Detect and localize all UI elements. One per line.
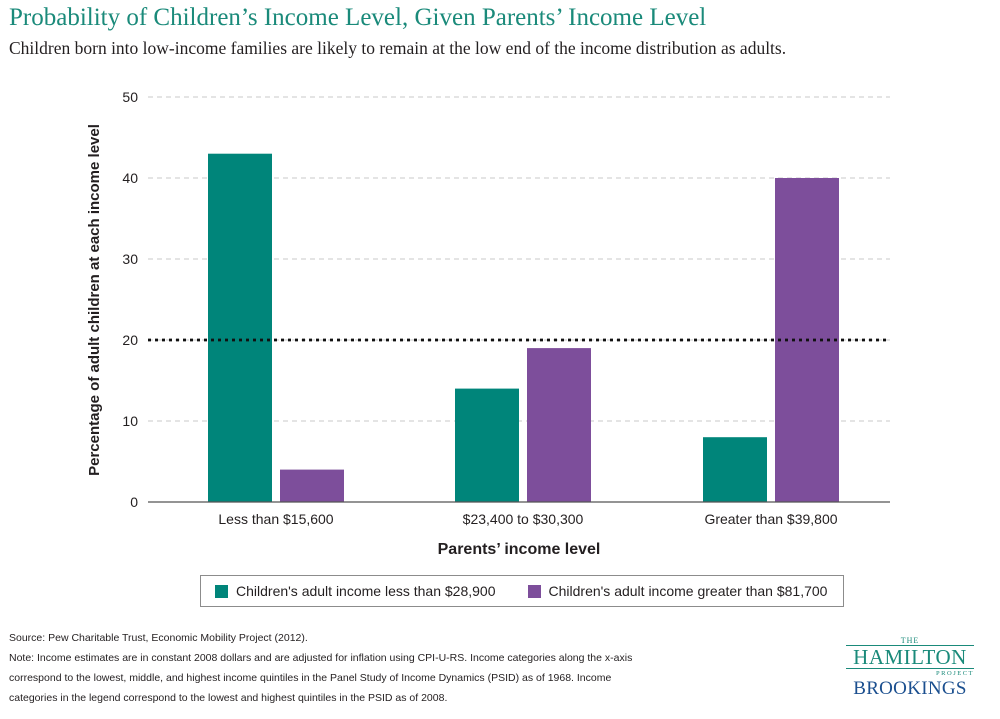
legend-item-high-income: Children's adult income greater than $81… [527,583,828,599]
bar-high-1 [280,469,344,502]
legend-swatch-purple [527,584,541,598]
bar-low-2 [455,388,519,502]
y-tick-label-0: 0 [130,494,138,510]
bars [208,153,839,502]
y-tick-label-50: 50 [122,89,138,105]
chart-subtitle: Children born into low-income families a… [9,38,787,58]
brookings-logo: BROOKINGS [853,678,967,699]
bar-high-2 [527,348,591,502]
bar-chart: 0 10 20 30 40 50 Less than $15,600 $23,400 to … [86,89,890,558]
source-text: Source: Pew Charitable Trust, Economic M… [9,632,308,644]
note-text: Note: Income estimates are in constant 2… [9,652,633,704]
y-axis-title: Percentage of adult children at each inc… [86,124,103,476]
bar-low-1 [208,153,272,502]
x-tick-label-3: Greater than $39,800 [704,511,837,527]
x-tick-label-2: $23,400 to $30,300 [463,511,584,527]
y-tick-label-20: 20 [122,332,138,348]
legend: Children's adult income less than $28,90… [200,575,844,607]
y-tick-label-10: 10 [122,413,138,429]
source-notes: Source: Pew Charitable Trust, Economic M… [9,628,649,708]
legend-swatch-teal [215,584,228,598]
x-tick-label-1: Less than $15,600 [218,511,333,527]
bar-low-3 [703,437,767,502]
x-tick-labels: Less than $15,600 $23,400 to $30,300 Great… [218,511,837,527]
hamilton-project-logo: THE HAMILTON PROJECT [846,636,974,678]
x-axis-title: Parents’ income level [438,541,601,558]
chart-title: Probability of Children’s Income Level, … [9,4,707,31]
logo-the: THE [900,636,920,645]
y-tick-label-40: 40 [122,170,138,186]
legend-item-low-income: Children's adult income less than $28,90… [215,583,496,599]
logo-project: PROJECT [936,670,974,677]
legend-label-low-income: Children's adult income less than $28,90… [236,583,496,599]
y-tick-labels: 0 10 20 30 40 50 [122,89,138,510]
y-tick-label-30: 30 [122,251,138,267]
legend-label-high-income: Children's adult income greater than $81… [548,583,828,599]
logo-hamilton-name: HAMILTON [846,645,974,669]
